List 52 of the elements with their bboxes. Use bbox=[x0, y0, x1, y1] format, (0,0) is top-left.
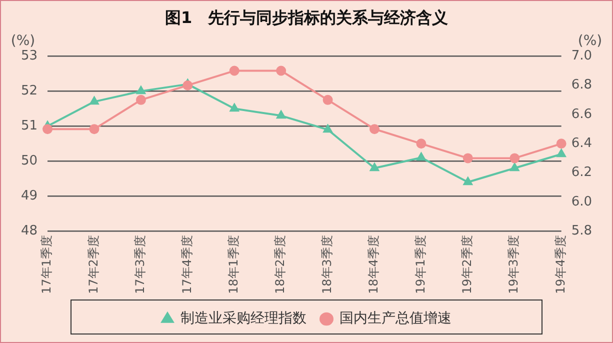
point bbox=[276, 66, 286, 76]
y2-tick-label: 6.8 bbox=[571, 78, 592, 93]
y-tick-label: 52 bbox=[20, 84, 38, 99]
point bbox=[42, 124, 53, 134]
point bbox=[556, 149, 566, 158]
point bbox=[230, 104, 239, 112]
y2-tick-label: 7.0 bbox=[571, 48, 592, 64]
y-tick-label: 51 bbox=[20, 118, 38, 134]
point bbox=[322, 94, 333, 105]
point bbox=[510, 153, 520, 164]
y2-tick-label: 6.2 bbox=[571, 165, 592, 180]
point bbox=[90, 96, 99, 105]
point bbox=[556, 138, 566, 149]
y-tick-label: 50 bbox=[20, 154, 38, 169]
point bbox=[323, 124, 332, 133]
x-tick-label: 18年1季度 bbox=[226, 235, 240, 294]
y2-tick-label: 6.0 bbox=[571, 194, 592, 210]
point bbox=[416, 138, 426, 149]
x-tick-label: 18年2季度 bbox=[273, 235, 288, 294]
y2-tick-label: 6.6 bbox=[571, 106, 592, 122]
point bbox=[462, 153, 473, 164]
y-axis-title: (%) bbox=[10, 32, 36, 49]
y2-axis-title: (%) bbox=[578, 32, 602, 49]
y-tick-label: 49 bbox=[20, 188, 38, 204]
y-tick-label: 48 bbox=[20, 223, 38, 238]
x-tick-label: 19年1季度 bbox=[413, 235, 428, 294]
x-tick-label: 17年2季度 bbox=[86, 235, 100, 294]
point bbox=[370, 163, 379, 172]
x-tick-label: 19年2季度 bbox=[460, 235, 474, 294]
y-tick-label: 53 bbox=[20, 48, 38, 64]
y2-tick-label: 5.8 bbox=[571, 223, 592, 238]
chart-title: 图1 先行与同步指标的关系与经济含义 bbox=[164, 8, 448, 27]
point bbox=[463, 177, 472, 186]
y2-tick-label: 6.4 bbox=[571, 136, 592, 152]
point bbox=[182, 80, 193, 90]
x-tick-label: 19年4季度 bbox=[553, 235, 568, 294]
legend-label: 制造业采购经理指数 bbox=[180, 310, 306, 327]
x-tick-label: 19年3季度 bbox=[506, 235, 521, 294]
x-tick-label: 18年3季度 bbox=[320, 235, 334, 294]
x-tick-label: 17年4季度 bbox=[180, 235, 194, 294]
x-tick-label: 17年1季度 bbox=[40, 235, 54, 294]
point bbox=[89, 124, 100, 134]
point bbox=[369, 124, 380, 134]
legend-label: 国内生产总值增速 bbox=[340, 310, 452, 327]
point bbox=[276, 110, 286, 119]
x-tick-label: 18年4季度 bbox=[366, 235, 381, 294]
point bbox=[229, 66, 240, 76]
point bbox=[136, 94, 146, 105]
point bbox=[510, 163, 520, 172]
point bbox=[136, 86, 146, 94]
point bbox=[416, 152, 426, 161]
x-tick-label: 17年3季度 bbox=[133, 235, 148, 294]
